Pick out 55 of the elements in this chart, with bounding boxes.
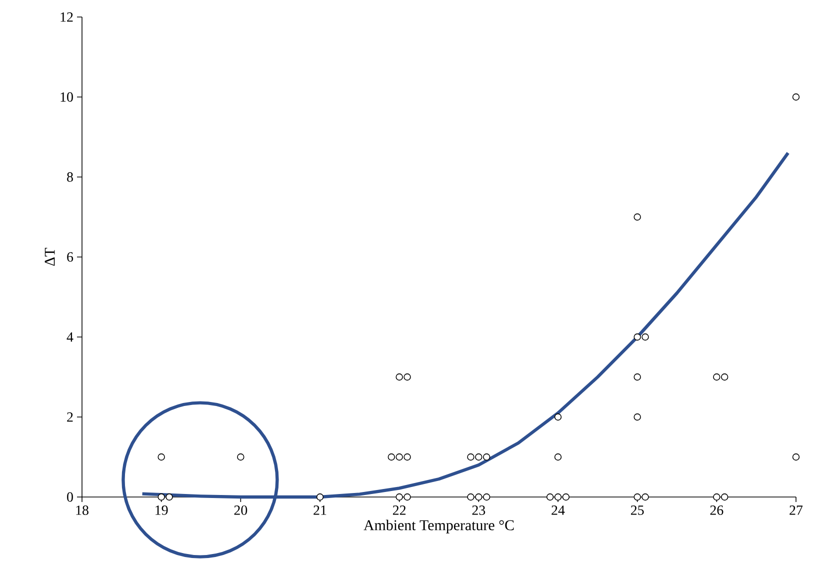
point [634,493,641,501]
point [634,333,641,341]
point [713,493,720,501]
point [396,373,403,381]
x-tick-label: 25 [630,506,644,515]
point [396,493,403,501]
point [642,333,649,341]
point [316,493,324,501]
point [562,493,570,501]
point [634,373,641,381]
point [467,493,474,501]
y-tick-label: 0 [67,492,73,502]
x-tick-label: 27 [790,506,803,515]
point [475,493,482,501]
point [634,413,641,421]
y-tick-label: 6 [67,252,74,262]
point [158,493,165,501]
point [237,453,244,461]
y-tick-label: 12 [60,12,73,22]
x-tick-label: 19 [156,506,168,515]
y-tick-label: 8 [67,172,73,182]
point [166,493,173,501]
point [713,373,720,381]
point [404,493,411,501]
x-tick-label: 18 [76,506,88,515]
x-tick-label: 21 [314,506,326,515]
x-tick-label: 24 [552,506,565,515]
point [721,493,728,501]
point [158,453,165,461]
point [721,373,728,381]
x-axis-title: Ambient Temperature °C [364,520,514,534]
point [546,493,554,501]
point [792,453,800,461]
x-tick-label: 20 [234,506,248,515]
point [475,453,482,461]
point [642,493,649,501]
point [404,453,411,461]
point [554,453,562,461]
y-tick-label: 10 [60,92,73,102]
point [483,493,490,501]
y-axis-title: ΔT [44,248,55,266]
point [396,453,403,461]
point [554,493,562,501]
x-tick-label: 22 [392,506,406,515]
x-tick-label: 26 [710,506,724,515]
x-tick-label: 23 [472,506,486,515]
y-tick-label: 2 [67,412,73,422]
point [388,453,395,461]
point [404,373,411,381]
point [483,453,490,461]
point [467,453,474,461]
point [554,413,562,421]
y-tick-label: 4 [66,332,74,342]
point [792,93,800,101]
point [634,213,641,221]
